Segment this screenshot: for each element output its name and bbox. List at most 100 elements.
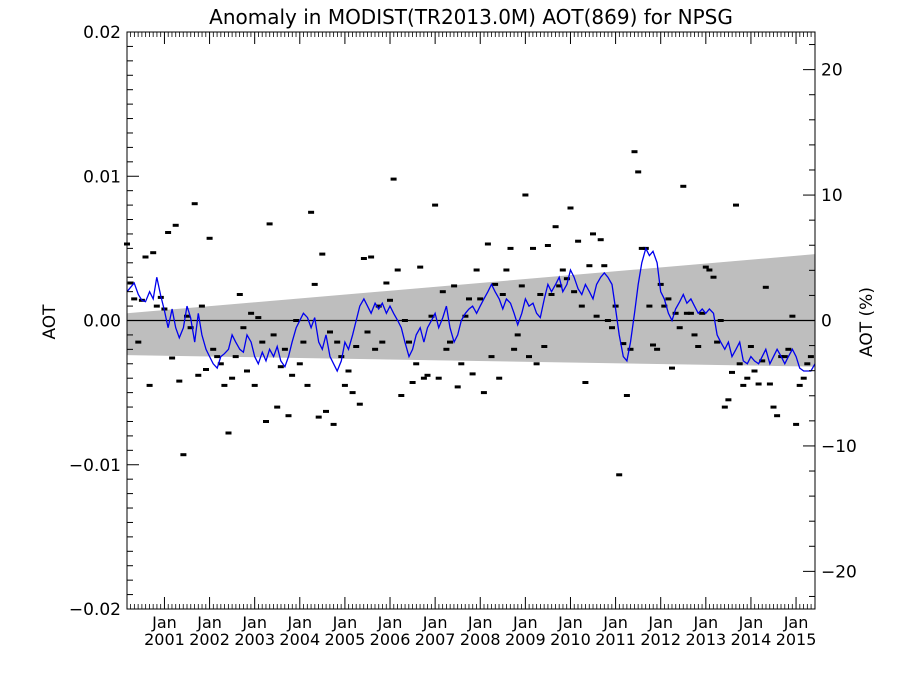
anomaly-mark-57 — [338, 355, 345, 359]
x-tick-label-year-14: 2015 — [776, 630, 817, 649]
x-tick-label-month-9: Jan — [557, 613, 583, 632]
anomaly-mark-79 — [420, 376, 427, 380]
anomaly-mark-67 — [375, 304, 382, 308]
anomaly-mark-55 — [330, 422, 337, 426]
anomaly-mark-51 — [315, 415, 322, 419]
anomaly-mark-90 — [462, 314, 469, 318]
anomaly-mark-115 — [556, 284, 563, 288]
anomaly-mark-132 — [620, 342, 627, 346]
anomaly-mark-27 — [225, 431, 232, 435]
anomaly-mark-99 — [496, 376, 503, 380]
x-tick-label-year-12: 2013 — [685, 630, 726, 649]
anomaly-mark-45 — [293, 319, 300, 322]
anomaly-mark-106 — [522, 193, 529, 197]
anomaly-mark-119 — [571, 290, 578, 294]
anomaly-mark-44 — [289, 373, 296, 377]
x-tick-label-year-5: 2006 — [370, 630, 411, 649]
anomaly-mark-63 — [360, 257, 367, 260]
anomaly-mark-1 — [127, 281, 134, 285]
anomaly-mark-38 — [266, 222, 273, 226]
anomaly-mark-34 — [251, 383, 258, 387]
anomaly-mark-171 — [766, 382, 773, 386]
anomaly-mark-66 — [372, 347, 379, 351]
anomaly-mark-139 — [646, 304, 653, 308]
anomaly-mark-154 — [702, 265, 709, 269]
anomaly-mark-22 — [206, 236, 213, 240]
anomaly-mark-145 — [669, 366, 675, 370]
anomaly-mark-7 — [150, 251, 157, 255]
anomaly-mark-32 — [244, 369, 250, 373]
axes-layer: 0.020.010.00−0.01−0.0220100−10−20Jan2001… — [69, 23, 857, 649]
anomaly-mark-180 — [800, 376, 807, 380]
anomaly-mark-59 — [345, 369, 352, 373]
y-right-tick-label-0: 20 — [821, 61, 843, 81]
anomaly-mark-137 — [638, 246, 645, 250]
anomaly-mark-30 — [236, 293, 243, 296]
anomaly-mark-148 — [680, 184, 687, 188]
anomaly-mark-160 — [725, 398, 732, 402]
anomaly-mark-58 — [341, 383, 348, 387]
x-tick-label-month-11: Jan — [647, 613, 673, 632]
anomaly-mark-177 — [789, 314, 796, 318]
smoothed-series-layer — [126, 246, 816, 373]
x-tick-label-year-4: 2005 — [325, 630, 366, 649]
anomaly-mark-2 — [131, 297, 138, 301]
anomaly-mark-48 — [304, 383, 311, 387]
anomaly-mark-173 — [774, 414, 781, 418]
anomaly-mark-165 — [744, 376, 751, 380]
anomaly-mark-162 — [733, 203, 739, 207]
anomaly-mark-31 — [240, 326, 247, 330]
anomaly-mark-109 — [533, 362, 540, 366]
anomaly-mark-94 — [477, 297, 484, 301]
anomaly-mark-176 — [785, 347, 792, 351]
anomaly-mark-158 — [717, 319, 724, 322]
anomaly-mark-52 — [319, 252, 326, 256]
anomaly-mark-86 — [447, 340, 453, 344]
x-tick-label-year-0: 2001 — [144, 630, 185, 649]
x-tick-label-year-2: 2003 — [234, 630, 275, 649]
x-tick-label-month-14: Jan — [783, 613, 809, 632]
x-tick-label-month-2: Jan — [241, 613, 267, 632]
anomaly-mark-181 — [804, 362, 811, 366]
anomaly-mark-83 — [435, 376, 442, 380]
anomaly-mark-172 — [770, 405, 777, 409]
anomaly-mark-41 — [277, 365, 284, 369]
anomaly-mark-152 — [695, 345, 702, 348]
anomaly-mark-179 — [796, 383, 803, 387]
anomaly-mark-53 — [323, 409, 329, 413]
anomaly-mark-77 — [413, 362, 420, 366]
x-tick-label-year-8: 2009 — [505, 630, 546, 649]
anomaly-mark-71 — [390, 177, 397, 181]
anomaly-mark-29 — [232, 355, 239, 359]
anomaly-mark-40 — [274, 405, 281, 409]
anomaly-mark-164 — [740, 383, 747, 387]
anomaly-mark-13 — [172, 223, 179, 227]
x-tick-label-year-3: 2004 — [279, 630, 320, 649]
y-right-tick-label-3: −10 — [821, 437, 857, 457]
anomaly-marks-layer — [124, 150, 814, 477]
anomaly-mark-141 — [654, 347, 661, 351]
anomaly-mark-125 — [593, 314, 600, 318]
anomaly-mark-122 — [582, 381, 589, 384]
anomaly-mark-116 — [559, 268, 566, 272]
anomaly-mark-127 — [601, 264, 608, 268]
anomaly-mark-147 — [676, 326, 683, 330]
anomaly-mark-143 — [661, 304, 668, 308]
anomaly-mark-170 — [762, 285, 769, 289]
x-tick-label-month-4: Jan — [332, 613, 358, 632]
anomaly-mark-64 — [364, 330, 371, 334]
anomaly-mark-113 — [548, 293, 555, 296]
anomaly-mark-54 — [327, 330, 333, 334]
x-tick-label-year-13: 2014 — [731, 630, 772, 649]
anomaly-mark-73 — [398, 394, 405, 397]
x-tick-label-month-6: Jan — [422, 613, 448, 632]
smoothed-series-line — [126, 246, 816, 373]
anomaly-mark-135 — [631, 150, 638, 154]
anomaly-mark-76 — [409, 381, 416, 384]
anomaly-mark-70 — [387, 298, 393, 302]
y-right-tick-label-1: 10 — [821, 186, 843, 206]
y-left-tick-label-2: 0.00 — [83, 312, 121, 332]
anomaly-mark-136 — [635, 170, 642, 174]
anomaly-mark-85 — [443, 347, 450, 351]
